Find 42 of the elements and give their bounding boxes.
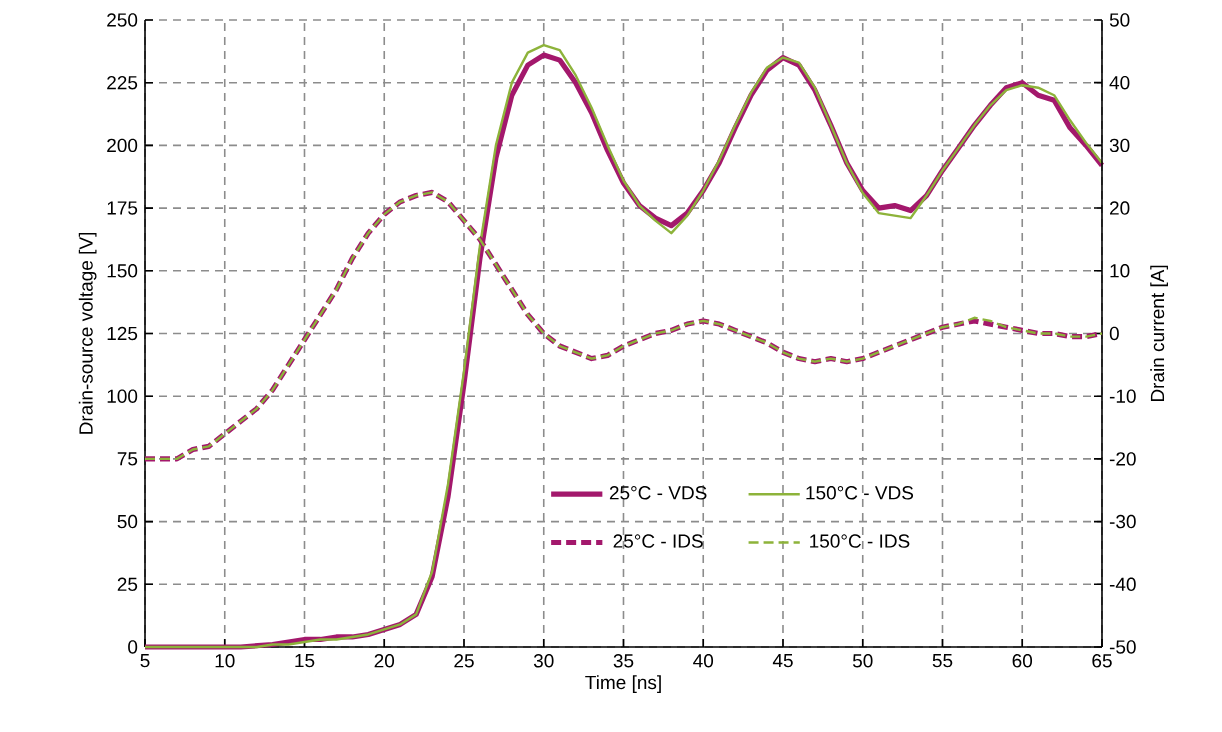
x-tick-label: 30: [533, 654, 554, 668]
y2-tick-label: -10: [1109, 389, 1136, 403]
y-tick-label: 125: [107, 326, 138, 341]
y-tick-label: 150: [107, 264, 138, 278]
y2-tick-label: 20: [1109, 201, 1130, 215]
y-axis-title: Drain-source voltage [V]: [78, 232, 97, 434]
x-tick-label: 20: [374, 654, 395, 668]
y2-tick-label: 0: [1109, 326, 1119, 341]
x-tick-label: 65: [1092, 654, 1112, 668]
legend-label: 25°C - IDS: [613, 534, 703, 548]
y-tick-label: 0: [128, 640, 138, 654]
x-tick-label: 45: [772, 654, 793, 668]
legend-label: 150°C - IDS: [810, 534, 910, 548]
y-tick-label: 225: [107, 75, 138, 90]
x-axis-title: Time [ns]: [585, 675, 661, 693]
x-tick-label: 10: [215, 654, 235, 668]
y-tick-label: 200: [107, 138, 138, 153]
x-tick-label: 60: [1012, 654, 1033, 668]
y-tick-label: 75: [117, 452, 138, 466]
legend-label: 25°C - VDS: [609, 486, 707, 500]
y-tick-label: 175: [107, 201, 138, 215]
y2-tick-label: -50: [1109, 640, 1136, 654]
y-tick-label: 100: [107, 389, 138, 403]
y2-tick-label: 40: [1109, 75, 1130, 90]
y-tick-label: 50: [117, 514, 138, 529]
y2-tick-label: 10: [1110, 264, 1130, 278]
y2-tick-label: -30: [1109, 514, 1136, 529]
x-tick-label: 15: [295, 654, 315, 668]
y2-tick-label: 50: [1109, 13, 1130, 27]
y2-tick-label: -40: [1109, 577, 1136, 592]
y2-tick-label: -20: [1109, 452, 1136, 466]
y-tick-label: 25: [117, 577, 138, 592]
x-tick-label: 35: [613, 654, 634, 668]
y2-tick-label: 30: [1109, 138, 1130, 153]
x-tick-label: 5: [140, 654, 150, 668]
x-tick-label: 25: [454, 654, 474, 668]
x-tick-label: 40: [693, 654, 714, 668]
y2-axis-title: Drain current [A]: [1150, 265, 1168, 402]
x-tick-label: 55: [932, 654, 953, 668]
y-tick-label: 250: [107, 13, 138, 27]
x-tick-label: 50: [852, 654, 873, 668]
legend-label: 150°C - VDS: [806, 486, 914, 500]
